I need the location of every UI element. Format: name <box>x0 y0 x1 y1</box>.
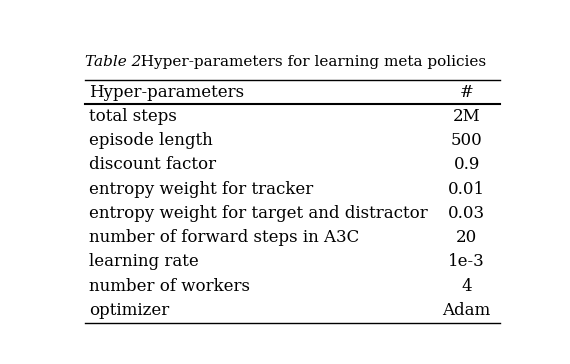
Text: entropy weight for tracker: entropy weight for tracker <box>89 181 313 198</box>
Text: optimizer: optimizer <box>89 302 169 319</box>
Text: Hyper-parameters for learning meta policies: Hyper-parameters for learning meta polic… <box>131 55 486 69</box>
Text: Adam: Adam <box>442 302 491 319</box>
Text: 2M: 2M <box>453 108 481 125</box>
Text: number of workers: number of workers <box>89 278 250 295</box>
Text: 20: 20 <box>456 229 477 246</box>
Text: total steps: total steps <box>89 108 177 125</box>
Text: 0.03: 0.03 <box>448 205 485 222</box>
Text: #: # <box>459 84 474 101</box>
Text: entropy weight for target and distractor: entropy weight for target and distractor <box>89 205 428 222</box>
Text: 1e-3: 1e-3 <box>448 253 485 270</box>
Text: learning rate: learning rate <box>89 253 199 270</box>
Text: episode length: episode length <box>89 132 213 149</box>
Text: 500: 500 <box>451 132 482 149</box>
Text: number of forward steps in A3C: number of forward steps in A3C <box>89 229 359 246</box>
Text: Hyper-parameters: Hyper-parameters <box>89 84 244 101</box>
Text: discount factor: discount factor <box>89 157 216 174</box>
Text: 0.9: 0.9 <box>453 157 480 174</box>
Text: 4: 4 <box>461 278 472 295</box>
Text: 0.01: 0.01 <box>448 181 485 198</box>
Text: Table 2.: Table 2. <box>84 55 146 69</box>
